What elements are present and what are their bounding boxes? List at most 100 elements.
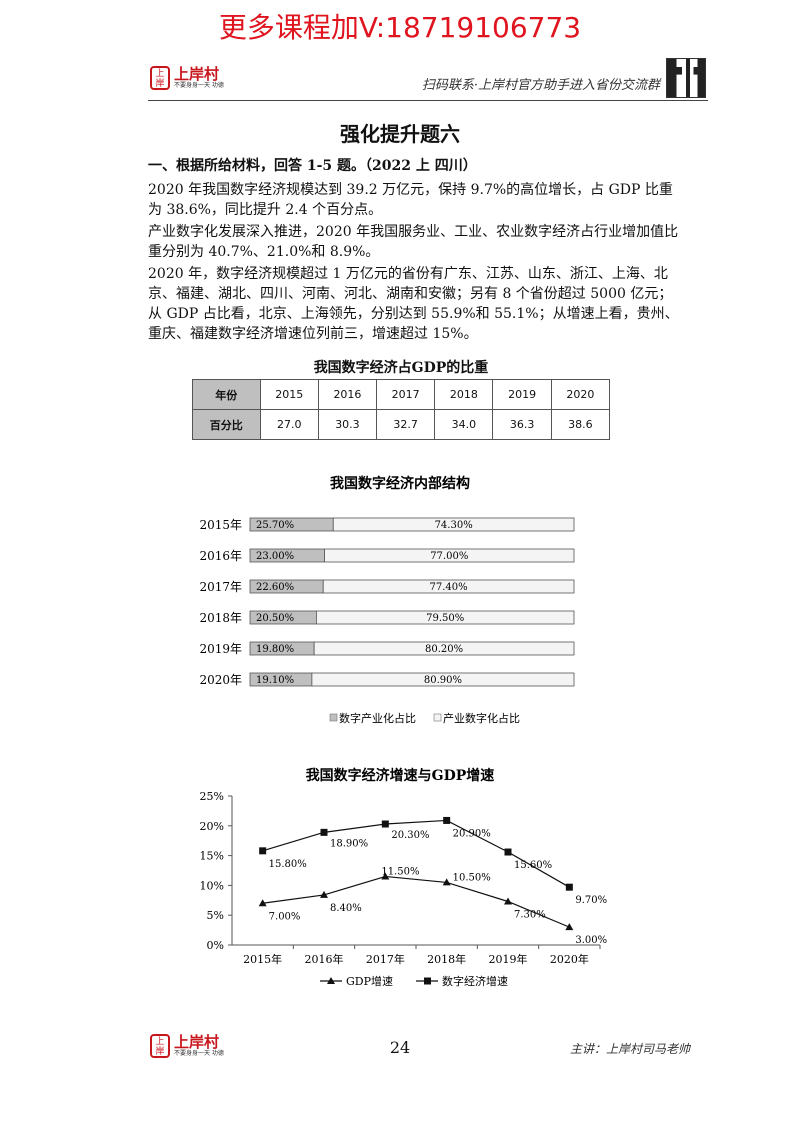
footer-logo: 上岸 上岸村 不要身身一天 功德 [150,1034,224,1058]
table-row-label: 百分比 [192,409,261,440]
question-heading: 一、根据所给材料，回答 1-5 题。（2022 上 四川） [148,158,477,174]
line-data-label: 15.80% [269,859,307,870]
line-data-label: 15.60% [514,860,552,871]
bar-data-label: 74.30% [435,520,473,531]
legend-label: 数字经济增速 [442,974,508,988]
line-data-label: 10.50% [453,872,491,883]
table-cell: 2017 [376,379,436,410]
table-cell: 27.0 [259,409,319,440]
header-logo-sub: 不要身身一天 功德 [174,82,224,89]
digital-growth-point [443,816,451,824]
bar-data-label: 79.50% [426,613,464,624]
x-tick-label: 2018年 [427,952,466,966]
bar-category-label: 2015年 [199,518,242,532]
line-data-label: 7.30% [514,909,546,920]
legend-marker [327,977,335,984]
line-chart-title: 我国数字经济增速与GDP增速 [306,767,495,784]
bar-category-label: 2016年 [199,549,242,563]
gdp-growth-point [258,899,267,907]
legend-label: 产业数字化占比 [443,711,520,725]
bar-data-label: 77.40% [430,582,468,593]
x-tick-label: 2020年 [550,952,589,966]
y-tick-label: 15% [200,850,224,863]
line-data-label: 18.90% [330,838,368,849]
bar-segment-industry-digital [311,672,575,687]
x-tick-label: 2017年 [366,952,405,966]
legend-swatch [433,713,442,722]
line-data-label: 3.00% [575,935,607,946]
table-caption: 我国数字经济占GDP的比重 [313,360,489,376]
structure-bar-chart: 我国数字经济内部结构 2015年 25.70% 74.30% 2016年 23.00% 7… [199,475,575,725]
paragraph-1: 2020 年我国数字经济规模达到 39.2 万亿元，保持 9.7%的高位增长，占… [148,182,673,218]
header-note: 扫码联系·上岸村官方助手进入省份交流群 [421,78,660,93]
footer-logo-sub: 不要身身一天 功德 [174,1050,224,1057]
bar-data-label: 77.00% [430,551,468,562]
table-cell: 2018 [434,379,494,410]
digital-growth-point [320,828,328,836]
line-data-label: 7.00% [269,911,301,922]
header-logo-text: 上岸村 [174,65,220,83]
legend-swatch [329,713,338,722]
bar-category-label: 2019年 [199,642,242,656]
gdp-growth-line [262,875,570,928]
digital-growth-point [565,883,573,891]
table-cell: 2020 [550,379,611,410]
gdp-growth-point [504,897,512,905]
table-cell: 38.6 [550,409,611,440]
y-tick-label: 25% [200,790,224,803]
bar-data-label: 25.70% [256,520,294,531]
line-data-label: 9.70% [575,895,607,906]
data-table: 年份 2015 2016 2017 2018 2019 2020 百分比 27.… [192,379,611,440]
digital-growth-line [262,819,570,888]
paragraph-2: 产业数字化发展深入推进，2020 年我国服务业、工业、农业数字经济占行业增加值比… [148,224,679,260]
x-tick-label: 2016年 [305,952,344,966]
bar-segment-industry-digital [316,610,575,625]
line-data-label: 8.40% [330,903,362,914]
x-tick-label: 2019年 [489,952,528,966]
page-number: 24 [389,1038,411,1057]
digital-growth-point [259,847,267,855]
footer-note: 主讲：上岸村司马老帅 [569,1042,690,1056]
table-cell: 30.3 [317,409,378,440]
bar-chart-title: 我国数字经济内部结构 [330,475,470,492]
watermark-text: 更多课程加V:18719106773 [218,11,582,44]
bar-data-label: 19.80% [256,644,294,655]
seal-icon: 上岸 [150,66,170,90]
bar-data-label: 80.90% [424,675,462,686]
table-row: 百分比 27.0 30.3 32.7 34.0 36.3 38.6 [192,409,611,440]
table-row: 年份 2015 2016 2017 2018 2019 2020 [192,379,611,410]
table-row-label: 年份 [192,379,261,410]
gdp-growth-point [565,923,574,931]
bar-data-label: 19.10% [256,675,294,686]
gdp-growth-point [320,890,328,898]
table-cell: 2019 [492,379,552,410]
legend-label: GDP增速 [346,974,393,988]
footer-logo-text: 上岸村 [174,1033,220,1051]
page-title: 强化提升题六 [340,122,460,146]
bar-data-label: 22.60% [256,582,294,593]
line-data-label: 11.50% [381,866,419,877]
gdp-growth-point [381,872,390,880]
line-data-label: 20.90% [453,828,491,839]
header-logo: 上岸 上岸村 不要身身一天 功德 [150,66,224,90]
bar-category-label: 2020年 [199,673,242,687]
table-cell: 32.7 [376,409,436,440]
y-tick-label: 10% [200,879,224,892]
bar-data-label: 20.50% [256,613,294,624]
table-cell: 36.3 [492,409,552,440]
x-tick-label: 2015年 [243,952,282,966]
header-divider [148,100,708,101]
growth-line-chart: 我国数字经济增速与GDP增速 0% 5% 10% 15% 20% 25% 2015年 2016… [200,767,608,988]
digital-growth-point [381,820,389,828]
qr-code-icon [666,58,706,98]
bar-segment-industry-digital [322,579,575,594]
table-cell: 2016 [317,379,378,410]
y-tick-label: 5% [207,909,224,922]
y-tick-label: 20% [200,820,224,833]
bar-category-label: 2017年 [199,580,242,594]
line-data-label: 20.30% [391,830,429,841]
digital-growth-point [504,848,512,856]
gdp-growth-point [442,878,451,886]
bar-segment-industry-digital [324,548,575,563]
bar-segment-industry-digital [313,641,575,656]
